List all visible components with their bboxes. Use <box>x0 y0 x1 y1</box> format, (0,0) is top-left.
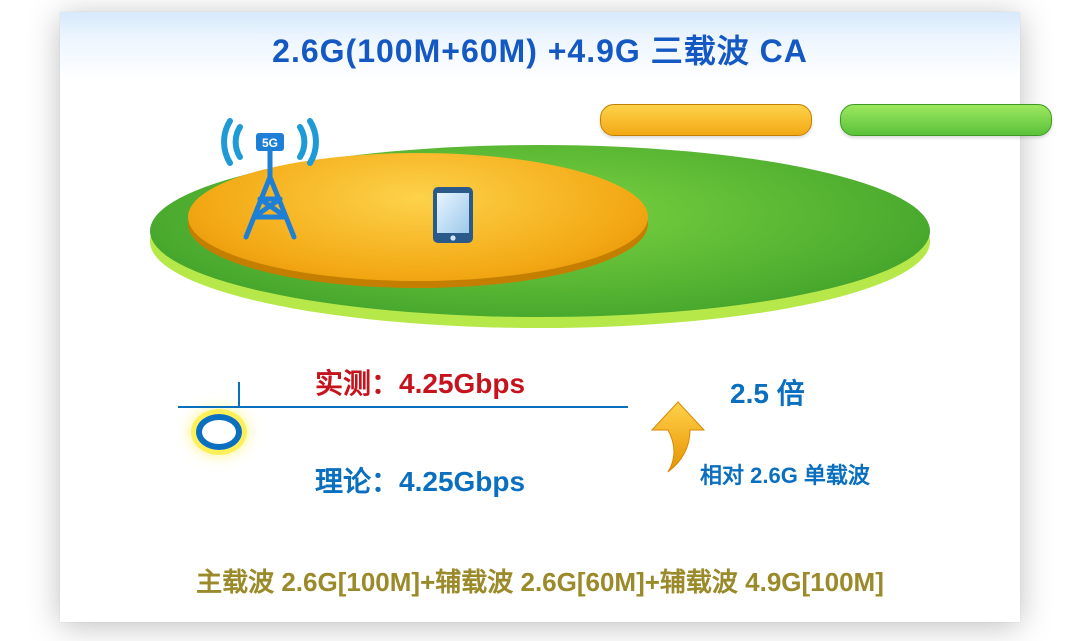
multiplier-text: 2.5 倍 <box>730 372 805 412</box>
arrow-up-icon <box>648 400 708 480</box>
legend-orange <box>600 104 812 136</box>
theoretical-value: 4.25Gbps <box>399 466 525 497</box>
coverage-diagram: 5G <box>60 137 1020 327</box>
metrics-block: 实测：4.25Gbps 理论：4.25Gbps 2.5 倍 相对 2.6G 单载… <box>150 362 930 522</box>
carrier-config-footer: 主载波 2.6G[100M]+辅载波 2.6G[60M]+辅载波 4.9G[10… <box>60 562 1020 599</box>
ring-marker-icon <box>196 414 242 450</box>
legend-green <box>840 104 1052 136</box>
measured-label: 实测： <box>315 368 399 399</box>
svg-text:5G: 5G <box>262 136 278 150</box>
measured-value: 4.25Gbps <box>399 368 525 399</box>
theoretical-row: 理论：4.25Gbps <box>315 460 525 500</box>
page-title: 2.6G(100M+60M) +4.9G 三载波 CA <box>272 26 808 72</box>
cell-tower-icon: 5G <box>210 117 330 247</box>
phone-icon <box>430 185 476 245</box>
title-bar: 2.6G(100M+60M) +4.9G 三载波 CA <box>60 12 1020 82</box>
theoretical-label: 理论： <box>315 466 399 497</box>
infographic-card: 2.6G(100M+60M) +4.9G 三载波 CA 5G <box>60 12 1020 622</box>
relative-text: 相对 2.6G 单载波 <box>700 458 870 490</box>
metric-divider-line <box>238 406 628 448</box>
measured-row: 实测：4.25Gbps <box>315 362 525 402</box>
